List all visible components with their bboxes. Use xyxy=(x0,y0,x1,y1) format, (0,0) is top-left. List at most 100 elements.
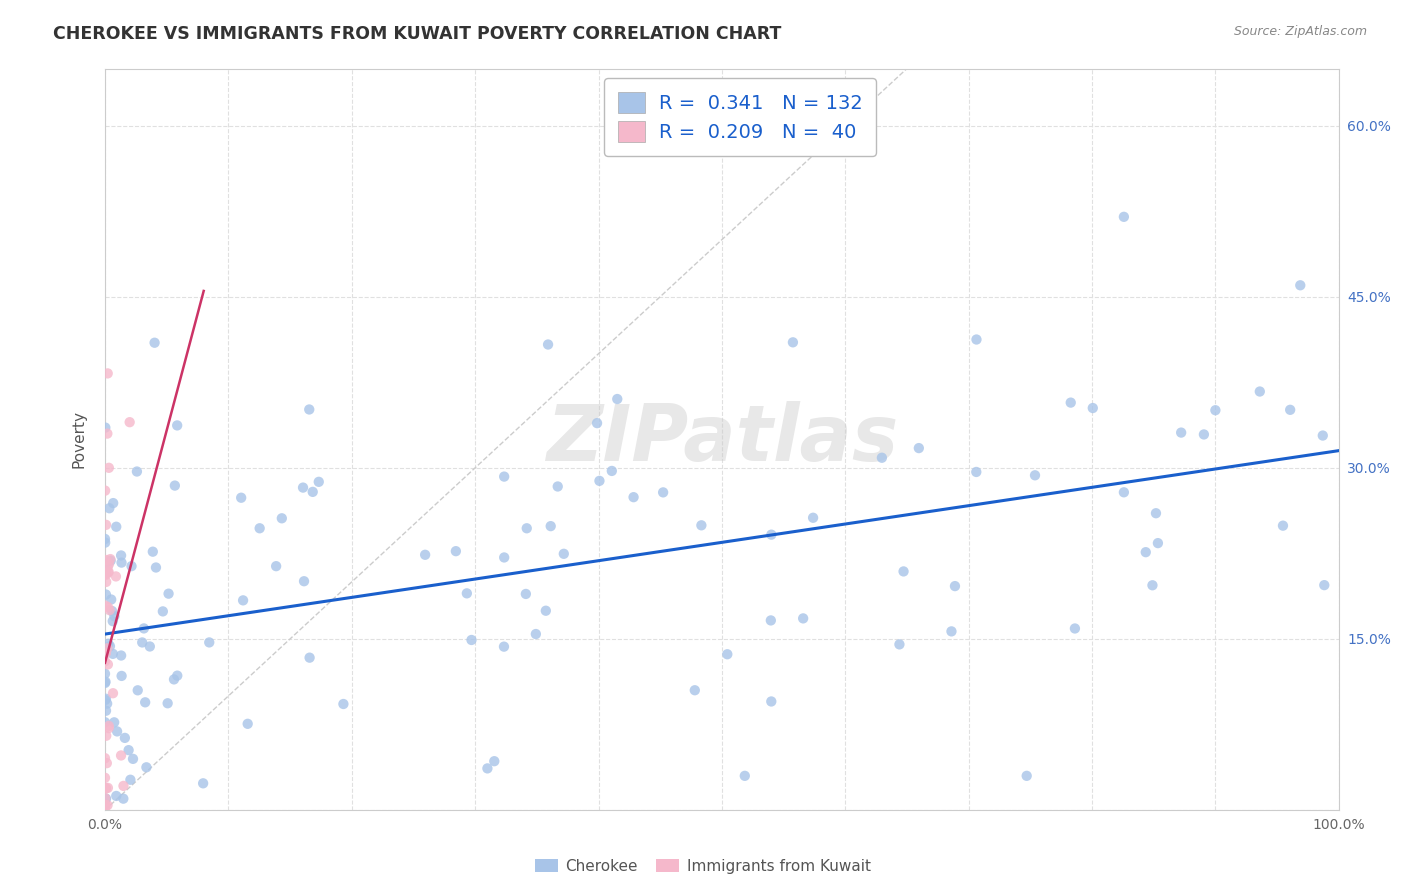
Point xyxy=(1271,518,1294,533)
Point xyxy=(534,604,557,618)
Point xyxy=(112,791,135,805)
Point xyxy=(97,565,120,579)
Point xyxy=(600,464,623,478)
Point xyxy=(98,552,121,566)
Point xyxy=(104,569,127,583)
Point xyxy=(132,621,155,635)
Point xyxy=(94,599,117,613)
Point xyxy=(105,789,128,803)
Point xyxy=(105,724,128,739)
Point xyxy=(96,553,118,567)
Point xyxy=(1170,425,1192,440)
Point xyxy=(94,781,117,796)
Point xyxy=(734,769,756,783)
Point xyxy=(1112,485,1135,500)
Point xyxy=(112,779,135,793)
Point xyxy=(114,731,136,745)
Point xyxy=(94,797,117,812)
Point xyxy=(96,756,118,771)
Point xyxy=(94,535,117,549)
Point xyxy=(1279,402,1302,417)
Point xyxy=(606,392,628,406)
Point xyxy=(139,640,162,654)
Point xyxy=(460,632,482,647)
Point xyxy=(249,521,271,535)
Point xyxy=(94,558,117,572)
Point xyxy=(94,797,117,812)
Point xyxy=(96,641,118,656)
Point xyxy=(492,640,515,654)
Point xyxy=(941,624,963,639)
Point xyxy=(103,496,125,510)
Point xyxy=(1015,769,1038,783)
Point xyxy=(96,426,118,441)
Point xyxy=(444,544,467,558)
Point xyxy=(94,791,117,805)
Point xyxy=(94,588,117,602)
Point xyxy=(270,511,292,525)
Point xyxy=(94,666,117,681)
Point xyxy=(131,635,153,649)
Point xyxy=(301,484,323,499)
Point xyxy=(198,635,221,649)
Point xyxy=(94,691,117,706)
Point xyxy=(264,559,287,574)
Point xyxy=(893,565,915,579)
Point xyxy=(97,566,120,580)
Point xyxy=(332,697,354,711)
Point xyxy=(1135,545,1157,559)
Point xyxy=(966,333,988,347)
Point xyxy=(308,475,330,489)
Point xyxy=(759,614,782,628)
Point xyxy=(191,776,214,790)
Point xyxy=(1289,278,1312,293)
Point xyxy=(100,554,122,568)
Point xyxy=(690,518,713,533)
Point xyxy=(1144,506,1167,520)
Point xyxy=(1313,578,1336,592)
Point xyxy=(1064,622,1087,636)
Point xyxy=(94,704,117,718)
Point xyxy=(683,683,706,698)
Point xyxy=(231,491,253,505)
Point xyxy=(494,469,516,483)
Point xyxy=(97,657,120,672)
Point xyxy=(1249,384,1271,399)
Legend: Cherokee, Immigrants from Kuwait: Cherokee, Immigrants from Kuwait xyxy=(529,853,877,880)
Legend: R =  0.341   N = 132, R =  0.209   N =  40: R = 0.341 N = 132, R = 0.209 N = 40 xyxy=(605,78,876,155)
Point xyxy=(97,780,120,795)
Point xyxy=(96,729,118,743)
Point xyxy=(152,604,174,618)
Text: CHEROKEE VS IMMIGRANTS FROM KUWAIT POVERTY CORRELATION CHART: CHEROKEE VS IMMIGRANTS FROM KUWAIT POVER… xyxy=(53,25,782,43)
Point xyxy=(110,648,132,663)
Point xyxy=(166,668,188,682)
Point xyxy=(96,798,118,813)
Point xyxy=(94,654,117,668)
Point xyxy=(135,760,157,774)
Point xyxy=(101,686,124,700)
Point xyxy=(163,478,186,492)
Point xyxy=(1204,403,1226,417)
Point xyxy=(94,517,117,532)
Point xyxy=(1024,468,1046,483)
Point xyxy=(232,593,254,607)
Point xyxy=(94,532,117,546)
Point xyxy=(156,696,179,710)
Point xyxy=(477,761,499,775)
Point xyxy=(110,669,132,683)
Point xyxy=(553,547,575,561)
Point xyxy=(105,520,128,534)
Point xyxy=(103,609,125,624)
Point xyxy=(101,647,124,661)
Point xyxy=(163,673,186,687)
Point xyxy=(515,587,537,601)
Point xyxy=(94,751,117,765)
Point xyxy=(94,791,117,805)
Point xyxy=(117,743,139,757)
Point xyxy=(97,367,120,381)
Point xyxy=(94,771,117,785)
Point xyxy=(652,485,675,500)
Point xyxy=(292,574,315,589)
Point xyxy=(943,579,966,593)
Point xyxy=(157,587,180,601)
